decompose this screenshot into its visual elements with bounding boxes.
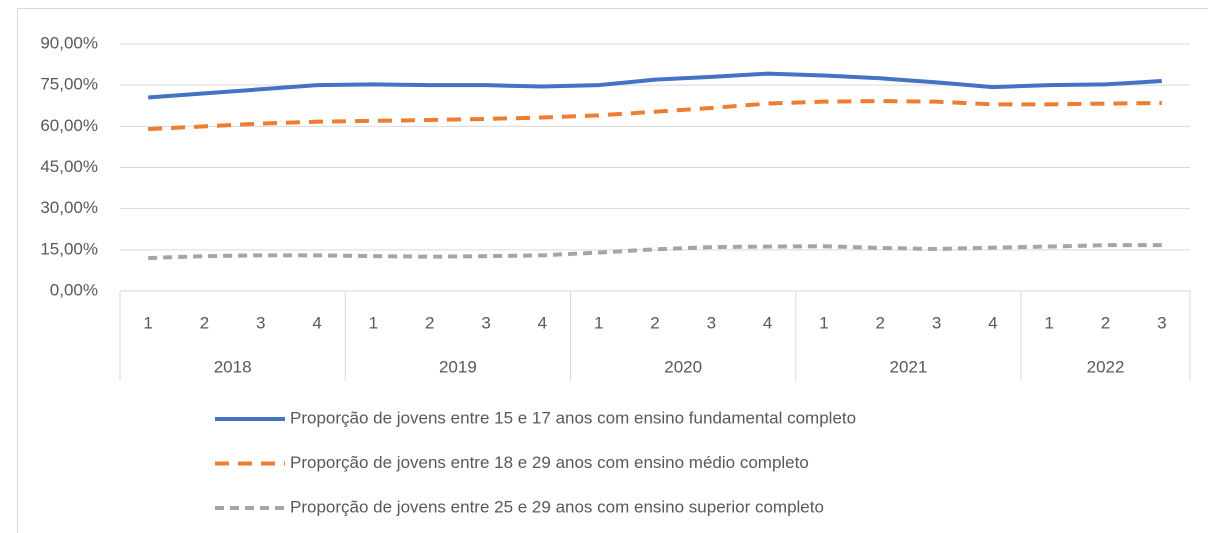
y-tick-label: 30,00% (40, 198, 98, 217)
legend-label: Proporção de jovens entre 18 e 29 anos c… (290, 453, 809, 472)
x-tick-label: 3 (1157, 313, 1166, 332)
chart-border (17, 8, 1208, 533)
legend-label: Proporção de jovens entre 15 e 17 anos c… (290, 408, 856, 427)
y-tick-label: 90,00% (40, 33, 98, 52)
x-group-label: 2021 (890, 357, 928, 376)
x-tick-label: 2 (650, 313, 659, 332)
x-group-label: 2018 (214, 357, 252, 376)
x-tick-label: 2 (425, 313, 434, 332)
x-tick-label: 4 (312, 313, 321, 332)
x-group-label: 2020 (664, 357, 702, 376)
x-tick-label: 2 (1101, 313, 1110, 332)
x-tick-label: 1 (143, 313, 152, 332)
series-line (148, 243, 1162, 261)
series-line (148, 99, 1162, 132)
x-tick-label: 1 (1044, 313, 1053, 332)
legend-label: Proporção de jovens entre 25 e 29 anos c… (290, 497, 824, 516)
y-tick-label: 15,00% (40, 239, 98, 258)
x-tick-label: 3 (481, 313, 490, 332)
x-tick-label: 2 (200, 313, 209, 332)
x-tick-label: 4 (988, 313, 997, 332)
x-tick-label: 4 (538, 313, 547, 332)
x-tick-label: 1 (819, 313, 828, 332)
x-tick-label: 2 (876, 313, 885, 332)
series-line (148, 71, 1162, 100)
x-group-label: 2022 (1087, 357, 1125, 376)
x-tick-label: 3 (707, 313, 716, 332)
y-tick-label: 45,00% (40, 157, 98, 176)
x-tick-label: 3 (932, 313, 941, 332)
x-tick-label: 1 (594, 313, 603, 332)
y-tick-label: 0,00% (50, 280, 98, 299)
y-tick-label: 75,00% (40, 75, 98, 94)
x-group-label: 2019 (439, 357, 477, 376)
y-tick-label: 60,00% (40, 116, 98, 135)
x-tick-label: 1 (369, 313, 378, 332)
x-tick-label: 3 (256, 313, 265, 332)
x-tick-label: 4 (763, 313, 772, 332)
